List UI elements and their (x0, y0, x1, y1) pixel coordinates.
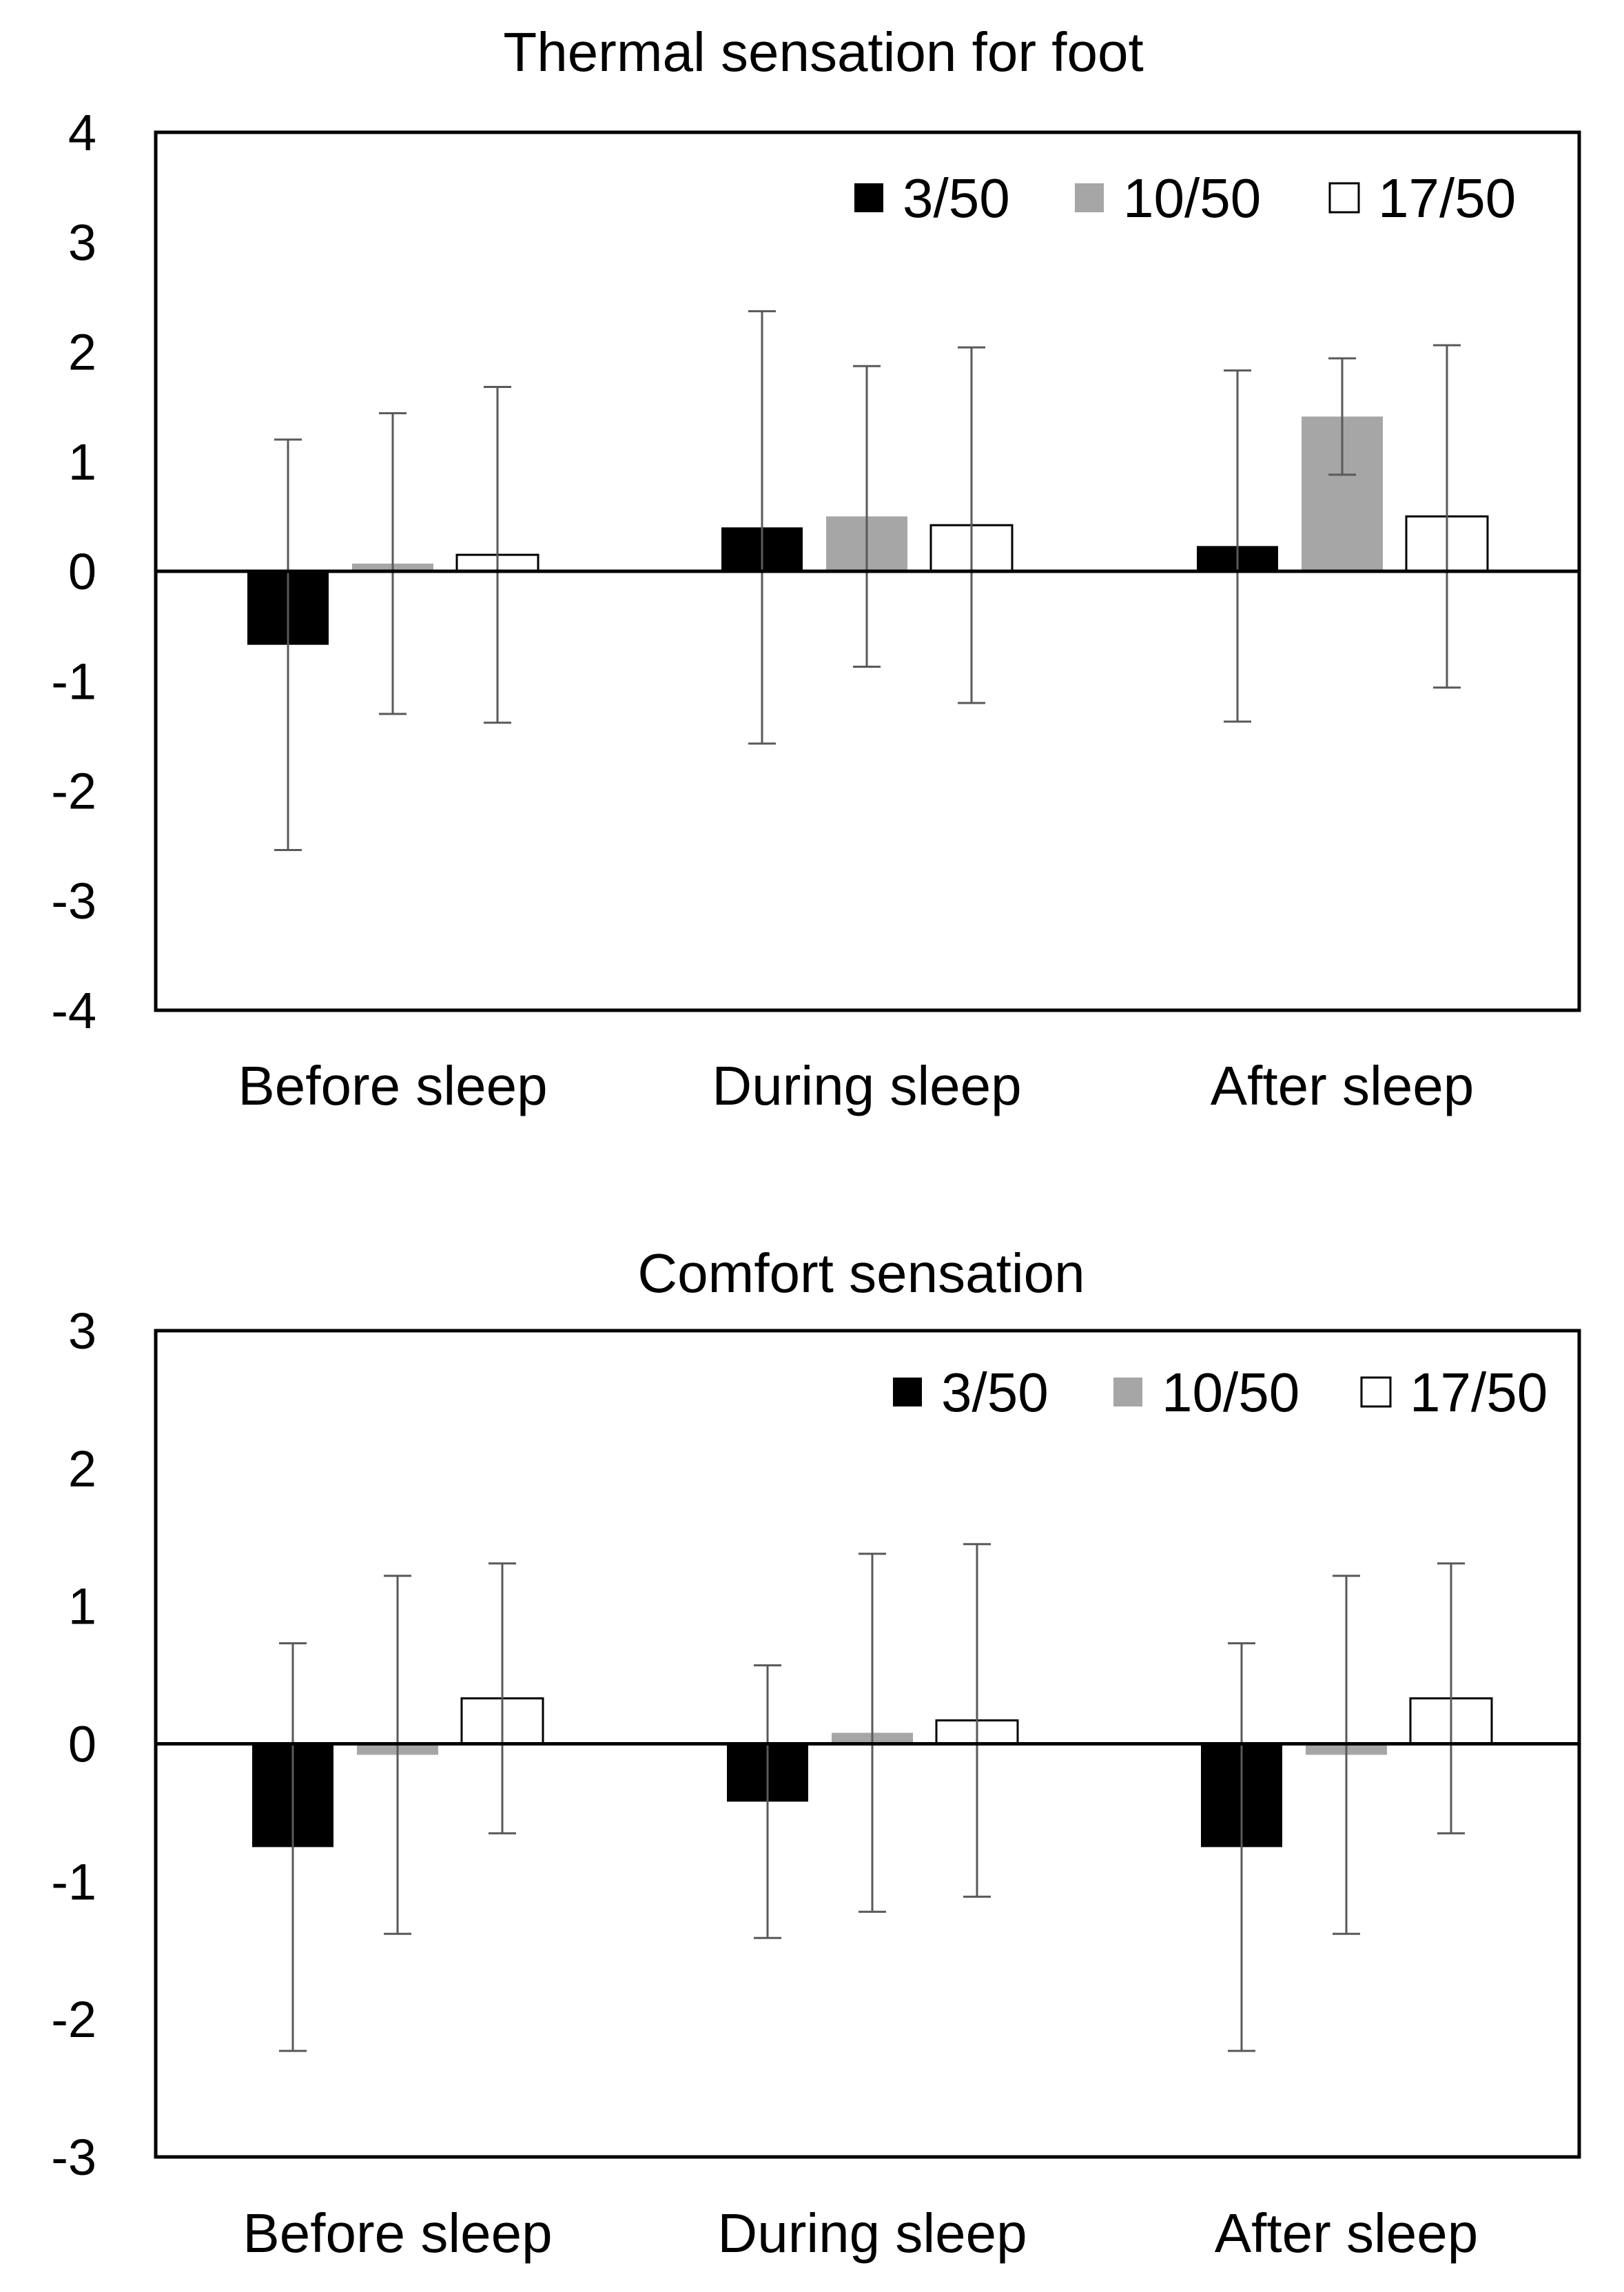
x-tick-label: Before sleep (243, 2202, 552, 2264)
x-tick-label: Before sleep (238, 1055, 547, 1116)
error-bar-series-17-50-2 (958, 346, 985, 704)
y-tick-label: -2 (51, 763, 96, 820)
thermal-sensation-chart: Thermal sensation for foot 4 3 2 1 0 -1 -2 -3 -4… (51, 21, 1581, 1116)
error-bar-series-10-50-3 (1333, 1575, 1360, 1935)
legend: 3/50 10/50 17/50 (893, 1362, 1548, 1423)
error-bar-series-3-50-2 (748, 310, 776, 745)
error-bar-series-10-50-2 (859, 1553, 886, 1913)
error-bar-series-10-50-1 (384, 1575, 411, 1935)
error-bar-series-3-50-1 (279, 1642, 307, 2052)
x-tick-label: During sleep (712, 1055, 1021, 1116)
legend-label-series-17-50: 17/50 (1410, 1362, 1548, 1423)
comfort-sensation-chart: Comfort sensation 3 2 1 0 -1 -2 -3 3/50 10/50 17… (51, 1242, 1581, 2264)
error-bar-series-17-50-3 (1433, 344, 1461, 689)
legend-label-series-17-50: 17/50 (1378, 167, 1516, 229)
y-tick-label: 2 (68, 324, 96, 381)
error-bar-series-17-50-3 (1437, 1562, 1465, 1834)
legend-label-series-10-50: 10/50 (1123, 167, 1261, 229)
legend-swatch-series-3-50 (893, 1378, 922, 1406)
y-axis-ticks: 3 2 1 0 -1 -2 -3 (51, 1302, 96, 2186)
plot-frame (154, 130, 1581, 1012)
y-tick-label: -3 (51, 872, 96, 930)
x-axis-labels: Before sleep During sleep After sleep (243, 2202, 1478, 2264)
y-axis-ticks: 4 3 2 1 0 -1 -2 -3 -4 (51, 104, 96, 1039)
y-tick-label: -4 (51, 982, 96, 1039)
legend-label-series-3-50: 3/50 (941, 1362, 1049, 1423)
error-bar-series-10-50-3 (1328, 357, 1356, 476)
legend-swatch-series-10-50 (1113, 1378, 1142, 1406)
chart-title: Comfort sensation (637, 1242, 1085, 1304)
x-axis-labels: Before sleep During sleep After sleep (238, 1055, 1474, 1116)
y-tick-label: 4 (68, 104, 96, 161)
legend-swatch-series-10-50 (1075, 183, 1104, 212)
y-tick-label: 1 (68, 1578, 96, 1635)
x-tick-label: During sleep (717, 2202, 1027, 2264)
error-bar-series-3-50-3 (1228, 1642, 1255, 2052)
legend-swatch-series-17-50 (1328, 182, 1360, 214)
error-bar-series-3-50-2 (754, 1664, 781, 1939)
y-tick-label: 3 (68, 1302, 96, 1360)
legend: 3/50 10/50 17/50 (854, 167, 1516, 229)
legend-swatch-series-17-50 (1360, 1376, 1392, 1408)
x-tick-label: After sleep (1215, 2202, 1478, 2264)
error-bar-series-17-50-1 (489, 1562, 516, 1834)
error-bar-series-17-50-1 (484, 385, 511, 724)
legend-swatch-series-3-50 (854, 183, 883, 212)
error-bar-series-3-50-3 (1224, 369, 1251, 723)
y-tick-label: -3 (51, 2129, 96, 2186)
chart-title: Thermal sensation for foot (503, 21, 1143, 83)
x-tick-label: After sleep (1211, 1055, 1474, 1116)
error-bar-series-10-50-1 (379, 412, 407, 715)
y-tick-label: 0 (68, 543, 96, 600)
y-tick-label: 0 (68, 1716, 96, 1773)
y-tick-label: 2 (68, 1440, 96, 1497)
legend-label-series-3-50: 3/50 (903, 167, 1010, 229)
legend-label-series-10-50: 10/50 (1162, 1362, 1299, 1423)
plot-frame (154, 1329, 1581, 2159)
error-bar-series-10-50-2 (853, 365, 881, 668)
y-tick-label: -1 (51, 1853, 96, 1910)
y-tick-label: -1 (51, 653, 96, 710)
error-bar-series-17-50-2 (963, 1543, 991, 1898)
error-bars (279, 1543, 1465, 2052)
y-tick-label: 1 (68, 433, 96, 491)
error-bars (274, 310, 1461, 851)
error-bar-series-3-50-1 (274, 438, 302, 851)
y-tick-label: 3 (68, 214, 96, 271)
y-tick-label: -2 (51, 1991, 96, 2048)
